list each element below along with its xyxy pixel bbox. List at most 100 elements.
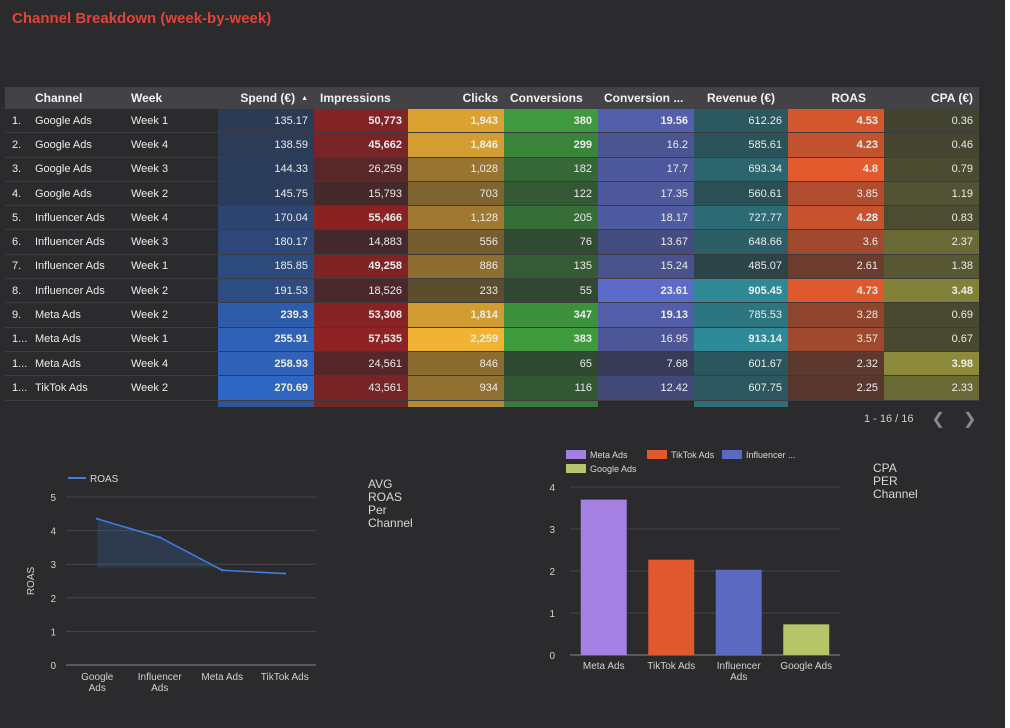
header-clicks-label: Clicks [462, 91, 498, 105]
bar-tiktok-ads [648, 559, 695, 655]
table-cell-clicks: 1,028 [408, 157, 504, 181]
table-row[interactable]: 9. Meta Ads Week 2 239.3 53,308 1,814 347 19.13… [5, 303, 979, 328]
table-cell-roas: 4.53 [788, 109, 884, 133]
header-conversions-label: Conversions [510, 91, 583, 105]
bar-influencer-ads [715, 569, 762, 655]
pagination: 1 - 16 / 16 ❮ ❯ [864, 409, 976, 429]
header-spend[interactable]: Spend (€) ▲ [218, 87, 314, 109]
y-tick-label: 3 [50, 560, 56, 571]
table-footer-swatch [218, 401, 314, 407]
legend-swatch [566, 450, 586, 459]
channel-table: Channel Week Spend (€) ▲ Impressions Clic… [5, 87, 979, 401]
table-cell-clicks: 886 [408, 254, 504, 279]
table-cell-week: Week 4 [131, 138, 169, 151]
x-tick-label: Meta Ads [583, 661, 625, 672]
legend-label: Influencer ... [746, 450, 796, 460]
table-cell-cpa: 3.98 [884, 351, 979, 376]
table-cell-clicks: 233 [408, 279, 504, 303]
legend-label: ROAS [90, 474, 119, 485]
table-cell-spend: 170.04 [218, 206, 314, 230]
table-cell-channel: Google Ads [35, 163, 92, 176]
table-cell-conv-rate: 18.17 [598, 206, 694, 230]
header-cpa[interactable]: CPA (€) [884, 87, 979, 109]
table-cell-revenue: 607.75 [694, 376, 788, 400]
table-cell-clicks: 1,846 [408, 133, 504, 157]
table-cell-week: Week 2 [131, 381, 169, 394]
header-conversion-rate[interactable]: Conversion ... [598, 87, 694, 109]
area-fill [97, 518, 223, 571]
legend-swatch [566, 464, 586, 473]
table-cell-impressions: 45,662 [314, 133, 408, 157]
table-cell-roas: 4.23 [788, 133, 884, 157]
y-tick-label: 2 [50, 594, 56, 605]
table-footer-swatch [694, 401, 788, 407]
table-row[interactable]: 8. Influencer Ads Week 2 191.53 18,526 233 55 2… [5, 279, 979, 304]
header-conversion-rate-label: Conversion ... [604, 91, 684, 105]
table-cell-revenue: 785.53 [694, 303, 788, 327]
table-row[interactable]: 1. Google Ads Week 1 135.17 50,773 1,943 380 19… [5, 109, 979, 134]
table-cell-week: Week 3 [131, 163, 169, 176]
header-channel-label: Channel [35, 91, 83, 105]
chevron-left-icon[interactable]: ❮ [931, 411, 945, 428]
table-cell-idx: 1... [12, 357, 28, 370]
table-cell-revenue: 601.67 [694, 351, 788, 376]
header-week[interactable]: Week [125, 87, 218, 109]
table-cell-conv-rate: 15.24 [598, 254, 694, 279]
table-cell-channel: Meta Ads [35, 309, 81, 322]
y-tick-label: 0 [50, 661, 56, 672]
table-row[interactable]: 7. Influencer Ads Week 1 185.85 49,258 886 135… [5, 254, 979, 280]
table-cell-revenue: 560.61 [694, 181, 788, 206]
table-row[interactable]: 1... TikTok Ads Week 2 270.69 43,561 934 116 12… [5, 376, 979, 401]
table-header: Channel Week Spend (€) ▲ Impressions Clic… [5, 87, 979, 109]
header-week-label: Week [131, 91, 163, 105]
table-cell-week: Week 4 [131, 357, 169, 370]
table-cell-impressions: 24,561 [314, 351, 408, 376]
table-row[interactable]: 1... Meta Ads Week 4 258.93 24,561 846 65 7.68 6… [5, 351, 979, 377]
y-tick-label: 1 [50, 627, 56, 638]
data-point [283, 572, 286, 575]
header-impressions[interactable]: Impressions [314, 87, 408, 109]
header-revenue[interactable]: Revenue (€) [694, 87, 788, 109]
table-row[interactable]: 6. Influencer Ads Week 3 180.17 14,883 556 76 1… [5, 230, 979, 255]
x-tick-label: TikTok Ads [261, 672, 309, 683]
table-row[interactable]: 2. Google Ads Week 4 138.59 45,662 1,846 299 16… [5, 133, 979, 158]
header-conversions[interactable]: Conversions [504, 87, 598, 109]
table-row[interactable]: 3. Google Ads Week 3 144.33 26,259 1,028 182 17… [5, 157, 979, 182]
table-cell-week: Week 3 [131, 236, 169, 249]
table-row[interactable]: 4. Google Ads Week 2 145.75 15,793 703 122 17.3… [5, 181, 979, 207]
table-cell-conversions: 299 [504, 133, 598, 157]
table-cell-impressions: 43,561 [314, 376, 408, 400]
x-tick-label: Meta Ads [201, 672, 243, 683]
table-footer-swatch [504, 401, 598, 407]
table-cell-channel: Meta Ads [35, 357, 81, 370]
header-revenue-label: Revenue (€) [706, 91, 776, 105]
table-cell-conversions: 122 [504, 181, 598, 206]
chevron-right-icon[interactable]: ❯ [962, 411, 977, 428]
table-cell-channel: Influencer Ads [35, 284, 105, 297]
table-cell-roas: 3.85 [788, 181, 884, 206]
table-cell-idx: 8. [12, 284, 22, 297]
table-cell-roas: 3.28 [788, 303, 884, 327]
table-cell-cpa: 1.19 [884, 181, 979, 206]
table-row[interactable]: 5. Influencer Ads Week 4 170.04 55,466 1,128 2… [5, 206, 979, 231]
table-cell-revenue: 612.26 [694, 109, 788, 133]
table-cell-impressions: 18,526 [314, 279, 408, 303]
table-cell-conversions: 116 [504, 376, 598, 400]
header-channel[interactable]: Channel [29, 87, 125, 109]
header-roas[interactable]: ROAS [788, 87, 884, 109]
header-clicks[interactable]: Clicks [408, 87, 504, 109]
table-cell-roas: 3.57 [788, 327, 884, 351]
table-cell-spend: 185.85 [218, 254, 314, 279]
table-cell-idx: 9. [12, 309, 22, 322]
chart-title-line: Per [368, 503, 387, 517]
table-cell-week: Week 4 [131, 211, 169, 224]
table-cell-week: Week 2 [131, 309, 169, 322]
chart-title-line: Channel [873, 487, 918, 501]
table-cell-cpa: 2.37 [884, 230, 979, 254]
table-cell-revenue: 913.14 [694, 327, 788, 351]
table-cell-roas: 2.61 [788, 254, 884, 279]
data-point [158, 536, 161, 539]
table-row[interactable]: 1... Meta Ads Week 1 255.91 57,535 2,259 383 16… [5, 327, 979, 352]
table-cell-impressions: 53,308 [314, 303, 408, 327]
